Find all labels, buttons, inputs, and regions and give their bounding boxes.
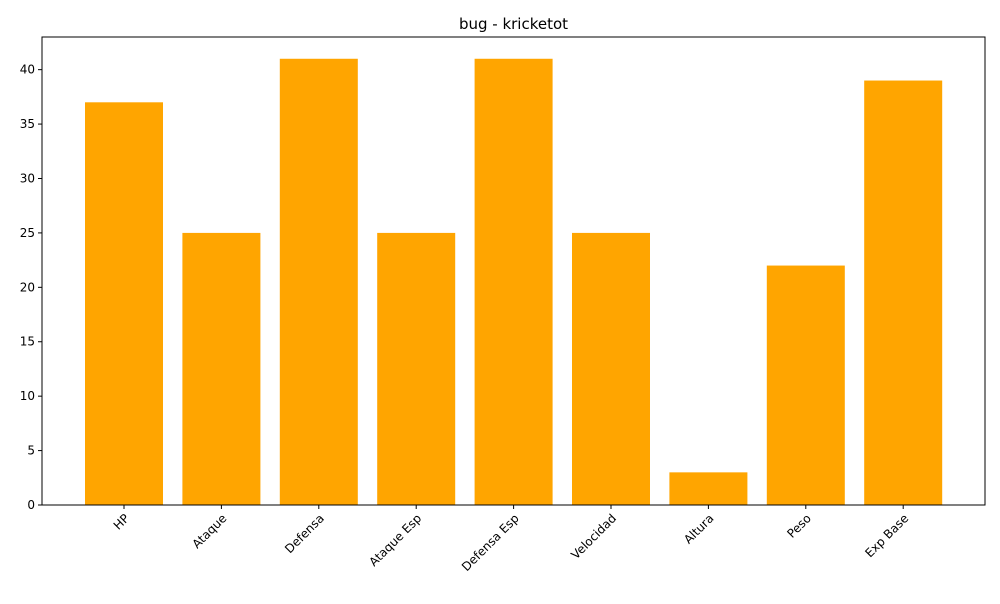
bar [182, 232, 261, 505]
x-tick-label: Ataque [189, 511, 229, 551]
y-tick-label: 15 [20, 335, 35, 349]
y-tick-label: 30 [20, 171, 35, 185]
y-tick-label: 20 [20, 280, 35, 294]
x-tick-label: Peso [784, 511, 814, 541]
x-axis: HP Ataque Defensa Ataque Esp Defensa Esp Velo… [111, 505, 911, 574]
plot-frame [41, 36, 986, 506]
bar [377, 232, 456, 505]
y-axis: 0 5 10 15 20 25 30 35 40 [20, 63, 42, 512]
bar [572, 232, 650, 505]
x-tick-label: HP [111, 511, 132, 532]
y-tick-label: 10 [20, 389, 35, 403]
x-tick-label: Velocidad [568, 511, 619, 562]
x-tick-label: Defensa Esp [459, 511, 522, 574]
bar [864, 80, 943, 505]
bar [85, 102, 163, 506]
x-tick-label: Defensa [282, 511, 327, 556]
y-tick-label: 0 [27, 498, 35, 512]
bar [669, 472, 748, 505]
bars-group [85, 58, 943, 506]
y-tick-label: 5 [27, 444, 35, 458]
x-tick-label: Exp Base [862, 511, 911, 560]
bar [279, 58, 358, 505]
bar [766, 265, 845, 505]
y-tick-label: 25 [20, 226, 35, 240]
chart-title: bug - kricketot [459, 15, 568, 33]
y-tick-label: 35 [20, 117, 35, 131]
y-tick-label: 40 [20, 63, 35, 77]
bar [474, 58, 553, 505]
x-tick-label: Ataque Esp [366, 511, 424, 569]
x-tick-label: Altura [681, 511, 716, 546]
